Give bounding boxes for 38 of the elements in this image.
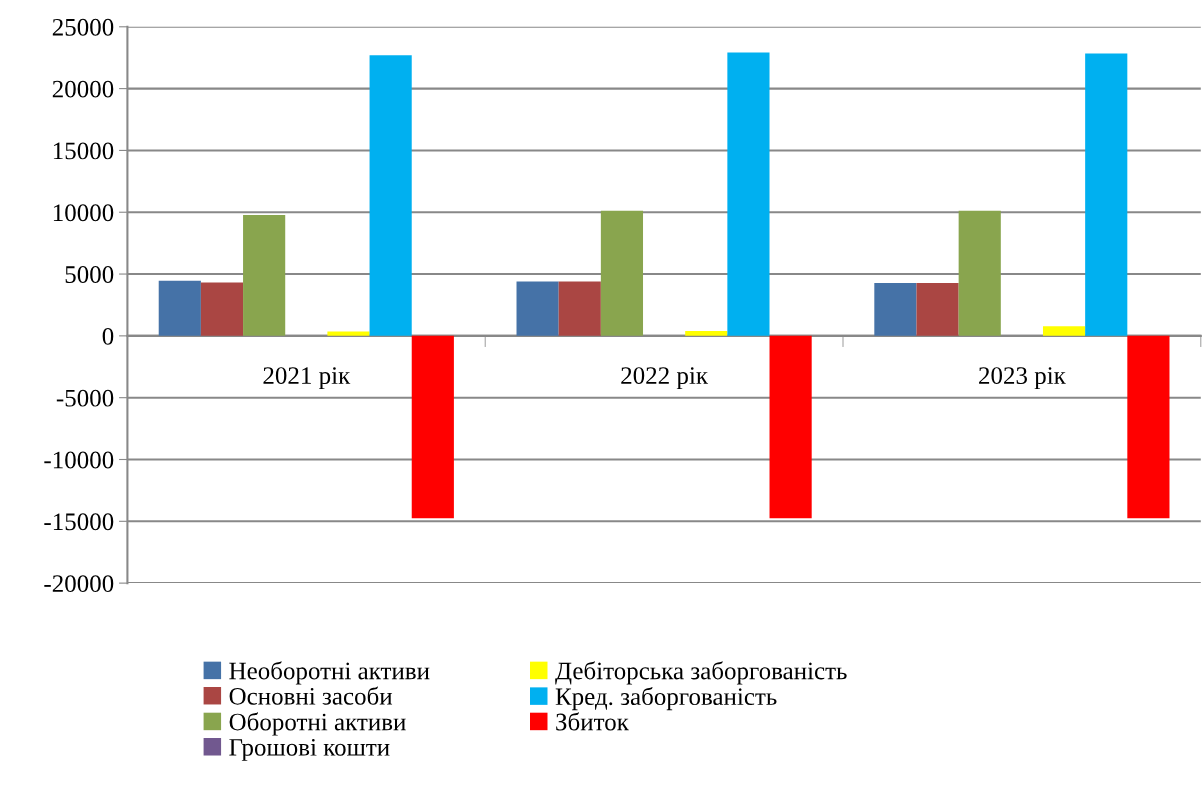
x-tick-label: 2021 рік — [263, 367, 351, 390]
y-tick-label: -15000 — [44, 513, 114, 531]
y-tick-label: 0 — [102, 327, 114, 345]
bar — [727, 52, 770, 336]
bar — [1127, 335, 1170, 519]
bar — [685, 330, 728, 336]
y-tick-label: -5000 — [56, 389, 114, 407]
bar — [558, 281, 601, 336]
bar — [916, 283, 959, 336]
x-tick-label: 2023 рік — [979, 367, 1066, 390]
y-tick-label: 15000 — [53, 142, 114, 160]
x-tick-label: 2022 рік — [621, 367, 709, 390]
y-tick-label: 10000 — [53, 204, 114, 222]
bar — [516, 281, 559, 336]
bar — [958, 210, 1001, 336]
bar — [158, 280, 201, 336]
legend-label: Дебіторська заборгованість — [555, 661, 847, 685]
legend-label: Грошові кошти — [229, 738, 390, 761]
legend-label: Необоротні активи — [229, 661, 430, 685]
bar — [1085, 53, 1128, 336]
legend-label: Збиток — [556, 712, 629, 731]
legend-label: Оборотні активи — [229, 712, 406, 736]
y-tick-label: -10000 — [44, 451, 114, 469]
legend-label: Кред. заборгованість — [555, 686, 777, 711]
bar — [874, 283, 917, 336]
bar — [327, 331, 370, 336]
bar — [200, 282, 244, 336]
bar — [769, 335, 812, 519]
bar — [600, 210, 644, 336]
y-tick-label: 5000 — [65, 266, 114, 283]
y-tick-label: 20000 — [52, 80, 114, 98]
bar — [411, 335, 454, 519]
legend-label: Основні засоби — [229, 686, 393, 705]
y-tick-label: -20000 — [44, 575, 114, 593]
y-tick-label: 25000 — [52, 18, 114, 36]
bar — [1042, 326, 1086, 336]
bar — [369, 55, 412, 336]
bar — [243, 214, 286, 336]
